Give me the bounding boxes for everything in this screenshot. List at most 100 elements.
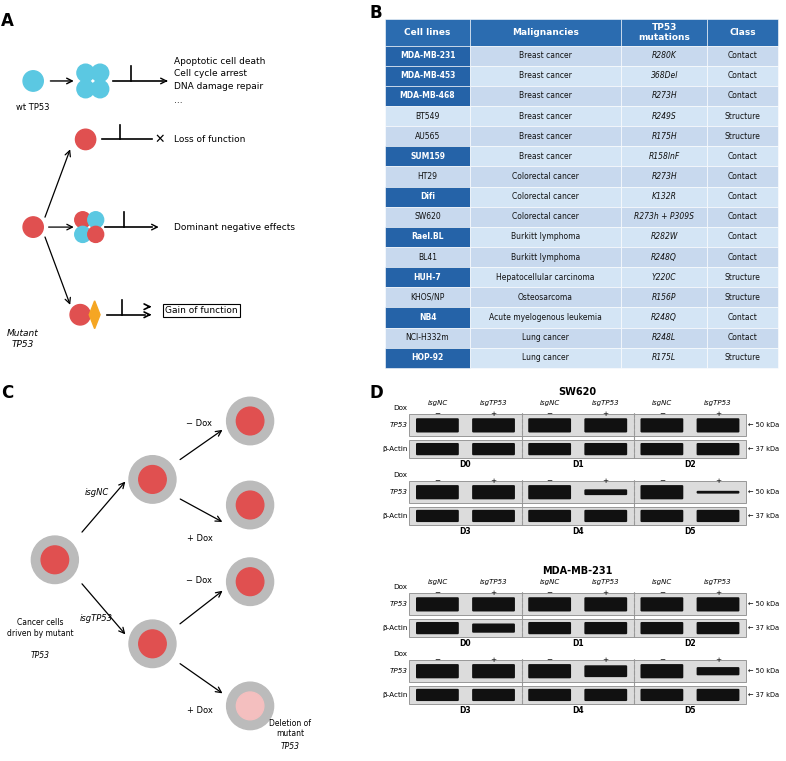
Text: isgNC: isgNC <box>652 400 672 406</box>
Text: Breast cancer: Breast cancer <box>519 72 572 81</box>
FancyBboxPatch shape <box>707 146 778 167</box>
Circle shape <box>77 80 94 97</box>
FancyBboxPatch shape <box>470 65 621 86</box>
Text: Cell cycle arrest: Cell cycle arrest <box>174 69 247 78</box>
Text: Loss of function: Loss of function <box>174 135 245 144</box>
Text: Contact: Contact <box>728 72 758 81</box>
Text: SW620: SW620 <box>414 212 441 221</box>
Text: isgNC: isgNC <box>84 488 108 497</box>
Text: Malignancies: Malignancies <box>512 27 578 37</box>
Circle shape <box>237 568 264 596</box>
Text: NCI-H332m: NCI-H332m <box>406 333 450 342</box>
FancyBboxPatch shape <box>696 667 740 675</box>
FancyBboxPatch shape <box>707 65 778 86</box>
Text: R282W: R282W <box>651 232 678 241</box>
FancyBboxPatch shape <box>528 689 571 701</box>
FancyBboxPatch shape <box>707 86 778 106</box>
Text: isgTP53: isgTP53 <box>80 613 113 622</box>
FancyBboxPatch shape <box>584 597 627 612</box>
FancyBboxPatch shape <box>528 443 571 455</box>
FancyBboxPatch shape <box>621 287 707 307</box>
Text: Contact: Contact <box>728 333 758 342</box>
FancyBboxPatch shape <box>410 440 746 458</box>
Text: Breast cancer: Breast cancer <box>519 152 572 161</box>
Text: D0: D0 <box>460 639 472 648</box>
Text: Contact: Contact <box>728 172 758 181</box>
FancyBboxPatch shape <box>410 481 746 503</box>
FancyBboxPatch shape <box>621 227 707 247</box>
Text: Colorectal cancer: Colorectal cancer <box>512 193 578 201</box>
Text: R280K: R280K <box>652 51 677 60</box>
FancyBboxPatch shape <box>584 689 627 701</box>
FancyBboxPatch shape <box>621 307 707 327</box>
FancyBboxPatch shape <box>707 186 778 207</box>
FancyBboxPatch shape <box>584 443 627 455</box>
FancyBboxPatch shape <box>621 106 707 126</box>
Text: isgTP53: isgTP53 <box>704 579 732 585</box>
Text: Apoptotic cell death: Apoptotic cell death <box>174 57 266 66</box>
Text: R156P: R156P <box>652 293 677 302</box>
Text: β-Actin: β-Actin <box>382 446 407 452</box>
FancyBboxPatch shape <box>385 126 470 146</box>
Text: Breast cancer: Breast cancer <box>519 51 572 60</box>
Text: R248Q: R248Q <box>652 313 678 322</box>
Text: isgNC: isgNC <box>652 579 672 585</box>
FancyBboxPatch shape <box>621 167 707 186</box>
FancyBboxPatch shape <box>385 19 470 46</box>
FancyBboxPatch shape <box>385 167 470 186</box>
Text: NB4: NB4 <box>419 313 436 322</box>
Text: Cell lines: Cell lines <box>404 27 450 37</box>
Text: −: − <box>435 590 440 596</box>
FancyBboxPatch shape <box>641 664 683 678</box>
FancyBboxPatch shape <box>641 419 683 432</box>
Text: D3: D3 <box>460 527 472 536</box>
FancyBboxPatch shape <box>385 267 470 288</box>
Text: +: + <box>490 657 497 663</box>
Text: ← 50 kDa: ← 50 kDa <box>748 422 780 428</box>
FancyBboxPatch shape <box>707 106 778 126</box>
FancyBboxPatch shape <box>641 597 683 612</box>
Circle shape <box>75 129 96 150</box>
FancyBboxPatch shape <box>707 126 778 146</box>
Text: DNA damage repair: DNA damage repair <box>174 82 263 91</box>
FancyBboxPatch shape <box>472 623 515 632</box>
FancyBboxPatch shape <box>470 247 621 267</box>
FancyBboxPatch shape <box>470 46 621 65</box>
FancyBboxPatch shape <box>621 267 707 288</box>
Text: KHOS/NP: KHOS/NP <box>410 293 445 302</box>
FancyBboxPatch shape <box>470 19 621 46</box>
FancyBboxPatch shape <box>707 348 778 368</box>
FancyBboxPatch shape <box>416 443 459 455</box>
Text: R248Q: R248Q <box>652 253 678 262</box>
Text: −: − <box>546 478 553 483</box>
Text: ...: ... <box>174 96 183 105</box>
Text: Contact: Contact <box>728 51 758 60</box>
FancyBboxPatch shape <box>696 491 740 494</box>
FancyBboxPatch shape <box>641 689 683 701</box>
Circle shape <box>77 64 94 81</box>
FancyBboxPatch shape <box>385 86 470 106</box>
FancyBboxPatch shape <box>641 510 683 522</box>
FancyBboxPatch shape <box>621 19 707 46</box>
FancyBboxPatch shape <box>584 489 627 495</box>
FancyBboxPatch shape <box>621 348 707 368</box>
FancyBboxPatch shape <box>416 510 459 522</box>
FancyBboxPatch shape <box>641 443 683 455</box>
Text: +: + <box>715 657 721 663</box>
Text: 368Del: 368Del <box>651 72 678 81</box>
Text: Contact: Contact <box>728 313 758 322</box>
Text: Y220C: Y220C <box>652 272 677 282</box>
FancyBboxPatch shape <box>385 186 470 207</box>
FancyBboxPatch shape <box>385 307 470 327</box>
Text: Contact: Contact <box>728 152 758 161</box>
Circle shape <box>23 217 43 237</box>
Text: −: − <box>435 411 440 417</box>
FancyBboxPatch shape <box>707 307 778 327</box>
Text: TP53: TP53 <box>389 489 407 495</box>
Text: K132R: K132R <box>652 193 677 201</box>
FancyBboxPatch shape <box>470 348 621 368</box>
FancyBboxPatch shape <box>416 419 459 432</box>
FancyBboxPatch shape <box>470 86 621 106</box>
FancyBboxPatch shape <box>621 46 707 65</box>
Text: +: + <box>715 478 721 483</box>
